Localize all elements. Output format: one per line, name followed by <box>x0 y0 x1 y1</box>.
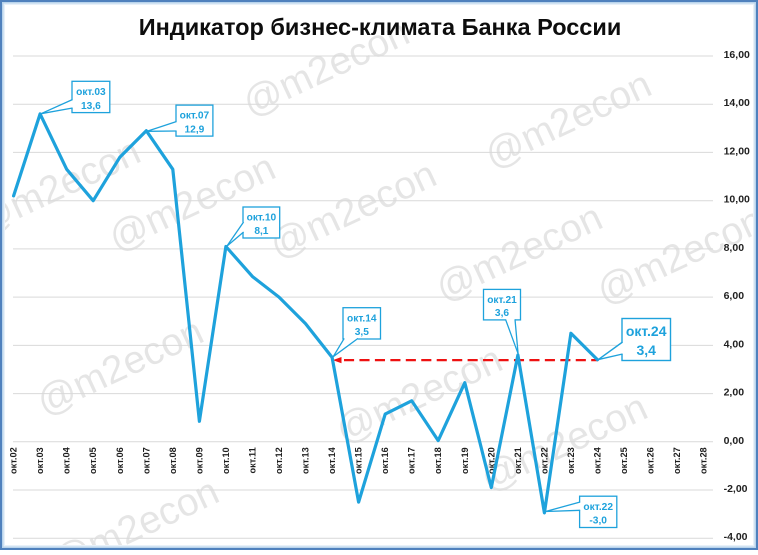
svg-text:-3,0: -3,0 <box>589 516 607 527</box>
svg-text:окт.18: окт.18 <box>433 447 443 474</box>
svg-text:окт.14: окт.14 <box>347 313 377 324</box>
svg-text:окт.03: окт.03 <box>76 87 106 98</box>
svg-text:окт.21: окт.21 <box>487 295 517 306</box>
svg-text:окт.21: окт.21 <box>513 447 523 474</box>
svg-text:окт.24: окт.24 <box>626 323 667 339</box>
svg-text:окт.10: окт.10 <box>247 213 277 224</box>
svg-text:окт.23: окт.23 <box>566 447 576 474</box>
svg-text:6,00: 6,00 <box>724 290 745 302</box>
svg-text:окт.14: окт.14 <box>327 446 337 474</box>
svg-text:окт.17: окт.17 <box>407 447 417 474</box>
svg-text:10,00: 10,00 <box>724 194 750 206</box>
svg-text:окт.26: окт.26 <box>646 447 656 474</box>
svg-text:окт.06: окт.06 <box>115 447 125 474</box>
svg-text:-2,00: -2,00 <box>724 483 748 495</box>
svg-text:13,6: 13,6 <box>81 101 101 112</box>
svg-text:Индикатор бизнес-климата Банка: Индикатор бизнес-климата Банка России <box>139 14 622 40</box>
svg-text:окт.04: окт.04 <box>62 446 72 474</box>
svg-text:16,00: 16,00 <box>724 49 750 61</box>
svg-text:окт.05: окт.05 <box>88 447 98 474</box>
svg-text:8,1: 8,1 <box>254 226 268 237</box>
svg-text:-4,00: -4,00 <box>724 531 748 543</box>
svg-text:12,00: 12,00 <box>724 145 750 157</box>
svg-text:окт.22: окт.22 <box>583 502 613 513</box>
svg-text:окт.10: окт.10 <box>221 447 231 474</box>
svg-text:окт.13: окт.13 <box>301 447 311 474</box>
svg-text:окт.02: окт.02 <box>9 447 19 474</box>
svg-text:окт.07: окт.07 <box>141 447 151 474</box>
svg-text:12,9: 12,9 <box>184 124 204 135</box>
svg-text:2,00: 2,00 <box>724 387 745 399</box>
svg-text:3,5: 3,5 <box>355 327 369 338</box>
svg-text:окт.03: окт.03 <box>35 447 45 474</box>
svg-text:окт.28: окт.28 <box>699 447 709 474</box>
svg-text:окт.09: окт.09 <box>194 447 204 474</box>
svg-text:3,6: 3,6 <box>495 308 509 319</box>
svg-text:окт.08: окт.08 <box>168 447 178 474</box>
svg-text:окт.11: окт.11 <box>247 447 257 473</box>
svg-text:окт.24: окт.24 <box>592 446 602 474</box>
svg-text:3,4: 3,4 <box>636 342 656 358</box>
svg-text:4,00: 4,00 <box>724 338 745 350</box>
svg-text:окт.20: окт.20 <box>486 447 496 474</box>
svg-text:окт.16: окт.16 <box>380 447 390 474</box>
svg-text:окт.07: окт.07 <box>180 111 210 122</box>
svg-text:8,00: 8,00 <box>724 242 745 254</box>
svg-text:14,00: 14,00 <box>724 97 750 109</box>
svg-text:окт.25: окт.25 <box>619 447 629 474</box>
svg-text:окт.27: окт.27 <box>672 447 682 474</box>
svg-text:окт.15: окт.15 <box>354 447 364 474</box>
svg-text:0,00: 0,00 <box>724 435 745 447</box>
svg-text:окт.22: окт.22 <box>539 447 549 474</box>
svg-text:окт.12: окт.12 <box>274 447 284 474</box>
svg-text:окт.19: окт.19 <box>460 447 470 474</box>
